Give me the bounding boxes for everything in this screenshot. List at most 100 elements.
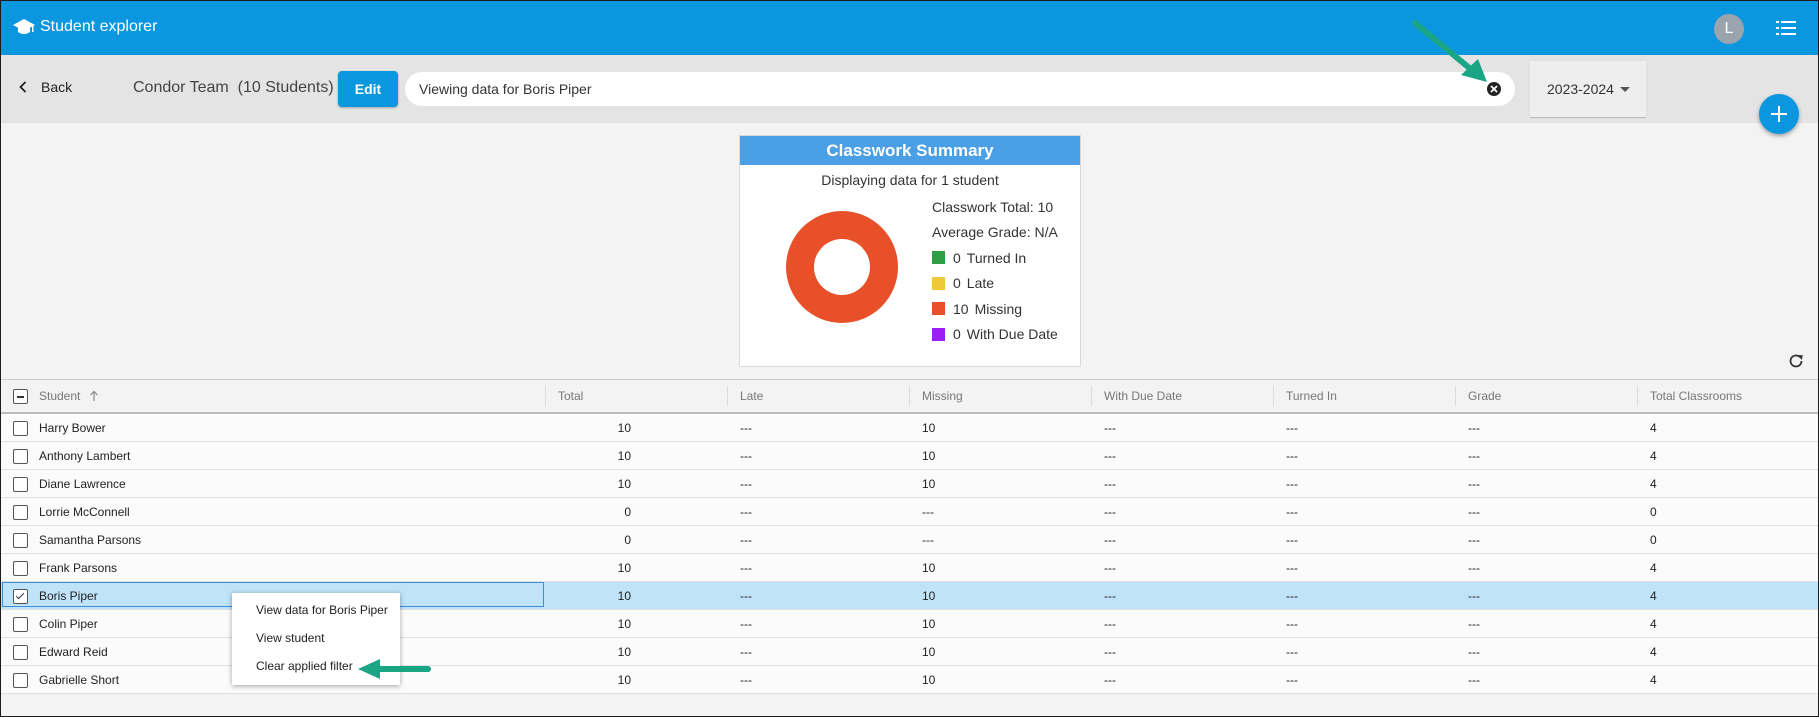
cell-turned: --- — [1286, 449, 1298, 463]
select-all-checkbox[interactable] — [13, 389, 28, 404]
column-header-total-classrooms[interactable]: Total Classrooms — [1650, 389, 1743, 403]
cell-grade: --- — [1468, 673, 1480, 687]
row-checkbox[interactable] — [13, 449, 28, 464]
avatar[interactable]: L — [1714, 14, 1744, 44]
cell-classrooms: 4 — [1650, 421, 1657, 435]
cell-student[interactable]: Harry Bower — [39, 421, 106, 435]
table-row[interactable]: Diane Lawrence 10 --- 10 --- --- --- 4 — [1, 470, 1818, 498]
back-label: Back — [41, 79, 73, 95]
cell-due: --- — [1104, 561, 1116, 575]
cell-student[interactable]: Edward Reid — [39, 645, 108, 659]
cell-total: 10 — [617, 449, 631, 463]
cell-due: --- — [1104, 505, 1116, 519]
cell-late: --- — [740, 673, 752, 687]
school-year-select[interactable]: 2023-2024 — [1530, 61, 1646, 118]
cell-late: --- — [740, 533, 752, 547]
cell-student[interactable]: Boris Piper — [39, 589, 98, 603]
edit-button[interactable]: Edit — [338, 71, 398, 107]
table-row[interactable]: Lorrie McConnell 0 --- --- --- --- --- 0 — [1, 498, 1818, 526]
column-separator[interactable] — [545, 386, 546, 406]
cell-student[interactable]: Samantha Parsons — [39, 533, 142, 547]
column-separator[interactable] — [909, 386, 910, 406]
cell-due: --- — [1104, 477, 1116, 491]
legend: Classwork Total: 10 Average Grade: N/A 0… — [932, 194, 1058, 347]
refresh-icon[interactable] — [1787, 352, 1805, 370]
cell-missing: --- — [922, 533, 934, 547]
cell-missing: 10 — [922, 617, 936, 631]
legend-count: 0 — [953, 249, 961, 266]
cell-due: --- — [1104, 645, 1116, 659]
context-menu-item[interactable]: View student — [256, 631, 325, 645]
row-checkbox[interactable] — [13, 589, 28, 604]
back-button[interactable]: Back — [19, 79, 72, 95]
cell-student[interactable]: Anthony Lambert — [39, 449, 131, 463]
cell-classrooms: 4 — [1650, 449, 1657, 463]
cell-student[interactable]: Colin Piper — [39, 617, 98, 631]
legend-swatch — [932, 302, 945, 316]
column-header-grade[interactable]: Grade — [1468, 389, 1502, 403]
cell-grade: --- — [1468, 589, 1480, 603]
row-checkbox[interactable] — [13, 505, 28, 520]
legend-count: 0 — [953, 275, 961, 292]
table-row[interactable]: Frank Parsons 10 --- 10 --- --- --- 4 — [1, 554, 1818, 582]
caret-down-icon — [1620, 87, 1630, 92]
row-checkbox[interactable] — [13, 477, 28, 492]
column-header-late[interactable]: Late — [740, 389, 764, 403]
column-header-student[interactable]: Student — [39, 389, 81, 403]
cell-classrooms: 4 — [1650, 589, 1657, 603]
card-subtitle: Displaying data for 1 student — [821, 172, 999, 188]
context-menu-item[interactable]: Clear applied filter — [256, 659, 353, 673]
cell-total: 10 — [617, 477, 631, 491]
cell-student[interactable]: Frank Parsons — [39, 561, 118, 575]
cell-student[interactable]: Diane Lawrence — [39, 477, 126, 491]
legend-item: 0 Turned In — [932, 245, 1058, 271]
cell-missing: 10 — [922, 673, 936, 687]
cell-due: --- — [1104, 617, 1116, 631]
column-separator[interactable] — [727, 386, 728, 406]
toolbar: Back Condor Team (10 Students) Edit View… — [1, 55, 1818, 123]
row-checkbox[interactable] — [13, 673, 28, 688]
row-checkbox[interactable] — [13, 561, 28, 576]
row-checkbox[interactable] — [13, 645, 28, 660]
column-header-with-due-date[interactable]: With Due Date — [1104, 389, 1183, 403]
column-header-turned-in[interactable]: Turned In — [1286, 389, 1337, 403]
cell-classrooms: 0 — [1650, 505, 1657, 519]
add-button[interactable] — [1759, 94, 1799, 134]
context-menu-item[interactable]: View data for Boris Piper — [256, 603, 388, 617]
team-label: Condor Team (10 Students) — [133, 79, 334, 96]
cell-grade: --- — [1468, 449, 1480, 463]
column-separator[interactable] — [1455, 386, 1456, 406]
column-header-missing[interactable]: Missing — [922, 389, 963, 403]
list-menu-icon[interactable] — [1776, 20, 1796, 36]
row-checkbox[interactable] — [13, 533, 28, 548]
legend-swatch — [932, 251, 945, 265]
legend-swatch — [932, 276, 945, 290]
cell-grade: --- — [1468, 617, 1480, 631]
table-row[interactable]: Harry Bower 10 --- 10 --- --- --- 4 — [1, 414, 1818, 442]
column-separator[interactable] — [1637, 386, 1638, 406]
cell-missing: 10 — [922, 449, 936, 463]
avg-label: Average Grade: — [932, 224, 1031, 241]
cell-student[interactable]: Gabrielle Short — [39, 673, 120, 687]
cell-late: --- — [740, 477, 752, 491]
legend-count: 0 — [953, 326, 961, 343]
classwork-summary-card: Classwork Summary Displaying data for 1 … — [739, 135, 1081, 367]
clear-filter-icon[interactable] — [1486, 81, 1502, 97]
column-separator[interactable] — [1091, 386, 1092, 406]
cell-turned: --- — [1286, 533, 1298, 547]
cell-grade: --- — [1468, 421, 1480, 435]
column-separator[interactable] — [1273, 386, 1274, 406]
cell-total: 10 — [617, 617, 631, 631]
filter-input[interactable]: Viewing data for Boris Piper — [405, 72, 1515, 106]
column-header-total[interactable]: Total — [558, 389, 584, 403]
legend-items: 0 Turned In 0 Late 10 Missing 0 With Due Date — [932, 245, 1058, 347]
annotation-arrow — [1412, 20, 1487, 82]
row-checkbox[interactable] — [13, 421, 28, 436]
table-row[interactable]: Samantha Parsons 0 --- --- --- --- --- 0 — [1, 526, 1818, 554]
table-row[interactable]: Anthony Lambert 10 --- 10 --- --- --- 4 — [1, 442, 1818, 470]
row-checkbox[interactable] — [13, 617, 28, 632]
cell-classrooms: 4 — [1650, 617, 1657, 631]
cell-due: --- — [1104, 449, 1116, 463]
cell-grade: --- — [1468, 533, 1480, 547]
cell-student[interactable]: Lorrie McConnell — [39, 505, 130, 519]
